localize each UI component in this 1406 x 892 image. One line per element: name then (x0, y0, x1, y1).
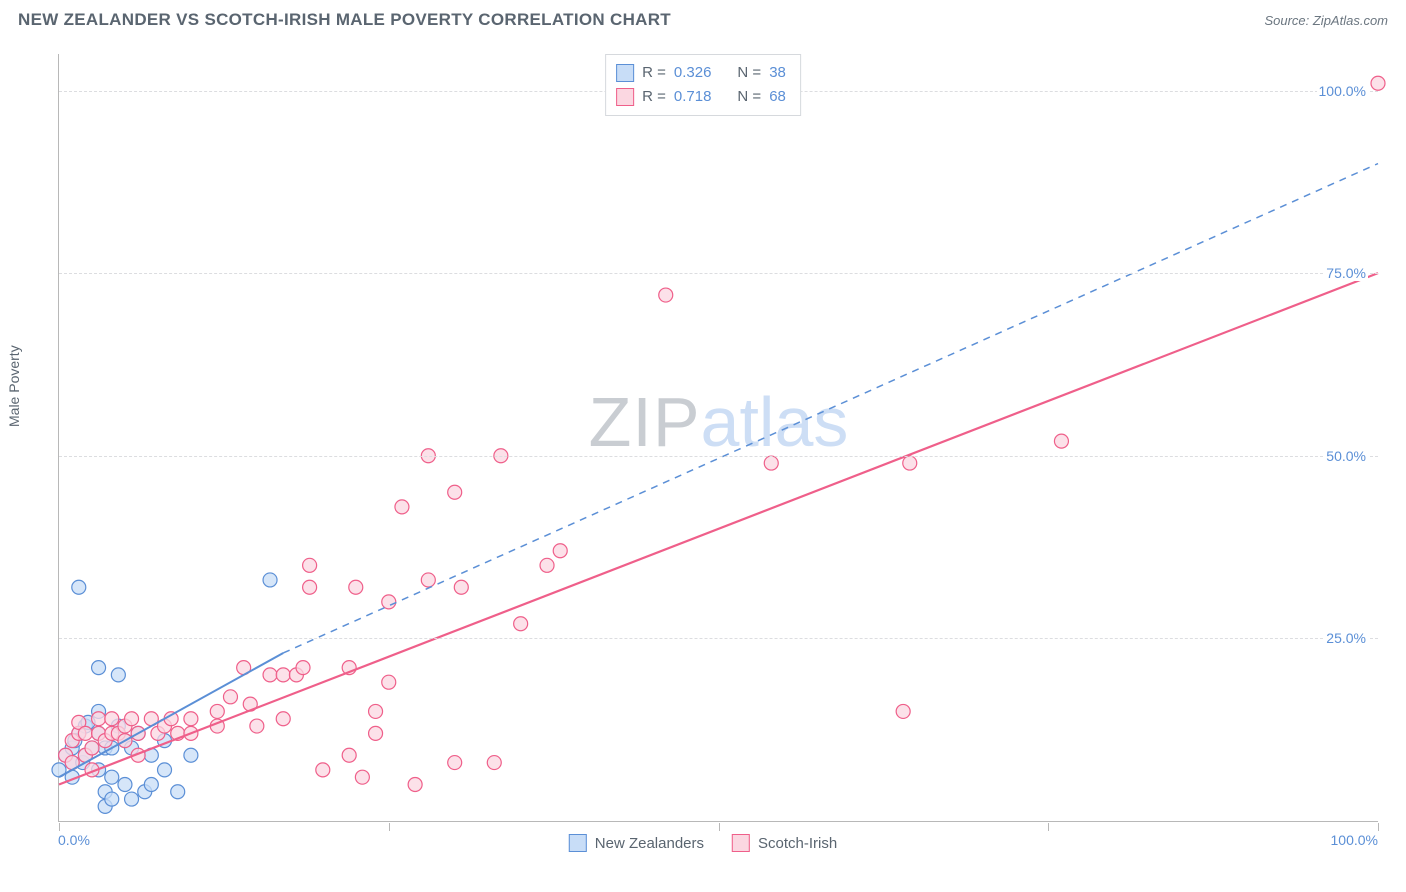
data-point (144, 777, 158, 791)
y-tick-label: 75.0% (1324, 265, 1368, 281)
source-label: Source: ZipAtlas.com (1264, 13, 1388, 28)
data-point (171, 785, 185, 799)
data-point (349, 580, 363, 594)
series-legend: New Zealanders Scotch-Irish (569, 834, 837, 852)
data-point (105, 770, 119, 784)
y-axis-label: Male Poverty (6, 345, 22, 427)
r-label: R = (642, 61, 666, 85)
n-label: N = (737, 61, 761, 85)
n-value-nz: 38 (769, 61, 786, 85)
legend-label-si: Scotch-Irish (758, 835, 837, 852)
data-point (382, 595, 396, 609)
legend-row-si: R = 0.718 N = 68 (616, 85, 786, 109)
data-point (125, 712, 139, 726)
y-tick-label: 50.0% (1324, 448, 1368, 464)
x-tick-100: 100.0% (1331, 832, 1378, 848)
swatch-nz (616, 64, 634, 82)
legend-item-si: Scotch-Irish (732, 834, 837, 852)
x-tick (389, 823, 390, 831)
gridline (59, 456, 1378, 457)
data-point (184, 748, 198, 762)
data-point (342, 748, 356, 762)
data-point (210, 704, 224, 718)
y-tick-label: 100.0% (1317, 83, 1368, 99)
data-point (125, 792, 139, 806)
chart-container: Male Poverty ZIPatlas 25.0%50.0%75.0%100… (18, 44, 1388, 874)
data-point (1054, 434, 1068, 448)
data-point (276, 668, 290, 682)
data-point (896, 704, 910, 718)
data-point (553, 544, 567, 558)
legend-item-nz: New Zealanders (569, 834, 704, 852)
data-point (72, 580, 86, 594)
r-value-si: 0.718 (674, 85, 712, 109)
data-point (382, 675, 396, 689)
data-point (158, 763, 172, 777)
gridline (59, 273, 1378, 274)
x-tick (1048, 823, 1049, 831)
data-point (250, 719, 264, 733)
data-point (85, 741, 99, 755)
trend-line-dashed (283, 164, 1378, 653)
r-value-nz: 0.326 (674, 61, 712, 85)
data-point (118, 777, 132, 791)
x-tick (719, 823, 720, 831)
data-point (454, 580, 468, 594)
data-point (105, 792, 119, 806)
data-point (263, 668, 277, 682)
trend-line (59, 273, 1378, 784)
data-point (296, 661, 310, 675)
data-point (487, 756, 501, 770)
y-tick-label: 25.0% (1324, 630, 1368, 646)
data-point (184, 712, 198, 726)
data-point (78, 726, 92, 740)
plot-svg (59, 54, 1378, 821)
data-point (223, 690, 237, 704)
swatch-si (616, 88, 634, 106)
data-point (448, 756, 462, 770)
data-point (514, 617, 528, 631)
correlation-legend: R = 0.326 N = 38 R = 0.718 N = 68 (605, 54, 801, 116)
data-point (395, 500, 409, 514)
x-tick-0: 0.0% (58, 832, 90, 848)
n-label: N = (737, 85, 761, 109)
data-point (659, 288, 673, 302)
data-point (421, 573, 435, 587)
chart-title: NEW ZEALANDER VS SCOTCH-IRISH MALE POVER… (18, 10, 671, 30)
data-point (1371, 76, 1385, 90)
legend-row-nz: R = 0.326 N = 38 (616, 61, 786, 85)
n-value-si: 68 (769, 85, 786, 109)
data-point (540, 558, 554, 572)
data-point (303, 580, 317, 594)
data-point (303, 558, 317, 572)
data-point (448, 485, 462, 499)
data-point (92, 712, 106, 726)
x-tick (1378, 823, 1379, 831)
data-point (355, 770, 369, 784)
x-tick (59, 823, 60, 831)
swatch-nz (569, 834, 587, 852)
data-point (316, 763, 330, 777)
r-label: R = (642, 85, 666, 109)
gridline (59, 638, 1378, 639)
plot-area: ZIPatlas 25.0%50.0%75.0%100.0% (58, 54, 1378, 822)
data-point (111, 668, 125, 682)
data-point (276, 712, 290, 726)
data-point (105, 712, 119, 726)
data-point (369, 726, 383, 740)
data-point (92, 661, 106, 675)
data-point (903, 456, 917, 470)
data-point (263, 573, 277, 587)
data-point (764, 456, 778, 470)
data-point (408, 777, 422, 791)
data-point (369, 704, 383, 718)
legend-label-nz: New Zealanders (595, 835, 704, 852)
swatch-si (732, 834, 750, 852)
